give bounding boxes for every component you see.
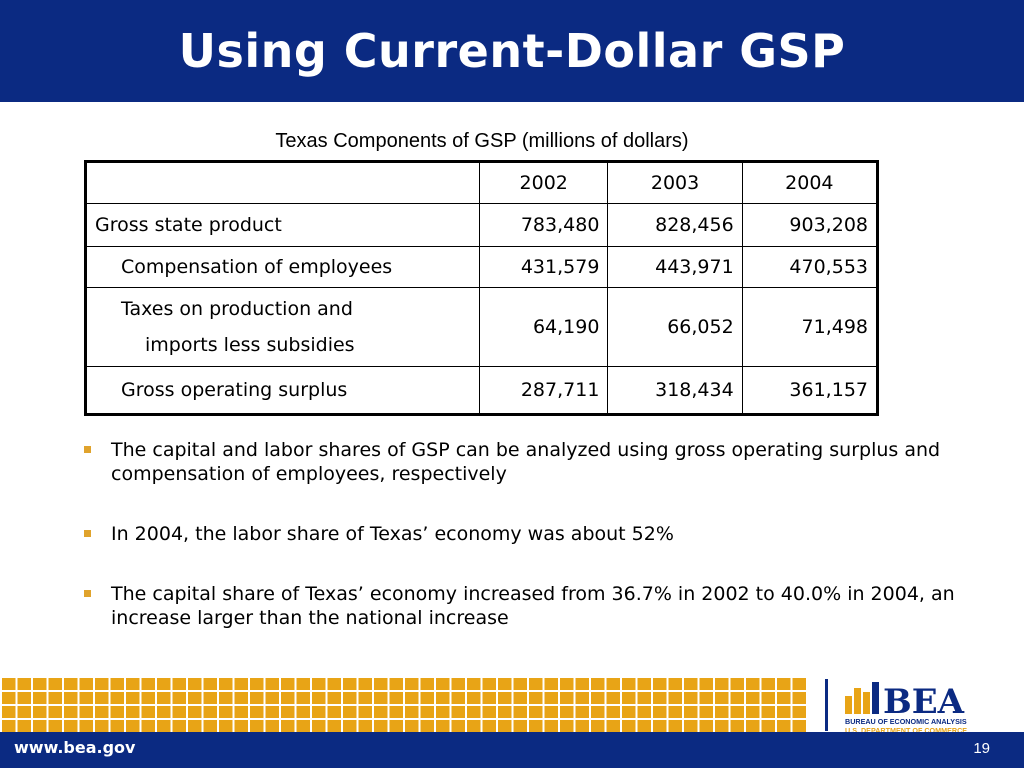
bea-line1: BUREAU OF ECONOMIC ANALYSIS [845,717,967,726]
table-cell: 443,971 [607,246,743,288]
table-row: Taxes on production and imports less sub… [84,287,879,367]
bea-wordmark: BEA [883,682,965,722]
square-bullet-icon [84,590,91,597]
table-cell: 903,208 [741,203,879,247]
table-row: Compensation of employees 431,579 443,97… [84,246,879,288]
header-cell-2002: 2002 [479,161,609,204]
header-cell-label [84,161,481,204]
row-label-taxes-line1: Taxes on production and [121,298,353,320]
page-number: 19 [973,740,990,757]
header-cell-2003: 2003 [607,161,743,204]
table-cell: 287,711 [479,366,609,415]
bullet-text: The capital and labor shares of GSP can … [111,439,941,485]
footer-bar [0,732,1024,768]
title-bar [0,0,1024,102]
footer-divider [825,679,828,731]
table-cell: 470,553 [741,246,879,288]
table-cell: 828,456 [607,203,743,247]
table-row: Gross operating surplus 287,711 318,434 … [84,366,879,415]
row-label-compensation: Compensation of employees [84,246,481,288]
table-cell: 318,434 [607,366,743,415]
bullet-list: The capital and labor shares of GSP can … [80,438,960,666]
slide-title: Using Current-Dollar GSP [178,24,846,78]
header-cell-2004: 2004 [741,161,879,204]
bea-logo: BEA BUREAU OF ECONOMIC ANALYSIS U.S. DEP… [845,682,967,735]
row-label-gross-operating-surplus: Gross operating surplus [84,366,481,415]
bullet-item: In 2004, the labor share of Texas’ econo… [80,522,960,546]
gsp-table: 2002 2003 2004 Gross state product 783,4… [84,160,879,416]
bea-line2: U.S. DEPARTMENT OF COMMERCE [845,726,967,735]
square-bullet-icon [84,446,91,453]
footer-url-link[interactable]: www.bea.gov [14,738,136,757]
table-cell: 71,498 [741,287,879,367]
table-cell: 64,190 [479,287,609,367]
bullet-text: In 2004, the labor share of Texas’ econo… [111,523,674,545]
table-row: Gross state product 783,480 828,456 903,… [84,203,879,247]
table-cell: 431,579 [479,246,609,288]
table-caption: Texas Components of GSP (millions of dol… [275,130,689,152]
table-cell: 361,157 [741,366,879,415]
decorative-grid-band [0,676,808,732]
row-label-taxes-line2: imports less subsidies [145,334,355,356]
table-header-row: 2002 2003 2004 [84,161,879,204]
row-label-gross-state-product: Gross state product [84,203,481,247]
table-cell: 783,480 [479,203,609,247]
row-label-taxes: Taxes on production and imports less sub… [84,287,481,367]
bullet-item: The capital share of Texas’ economy incr… [80,582,960,630]
bullet-text: The capital share of Texas’ economy incr… [111,583,955,629]
table-cell: 66,052 [607,287,743,367]
bar-chart-icon [845,682,879,714]
bullet-item: The capital and labor shares of GSP can … [80,438,960,486]
square-bullet-icon [84,530,91,537]
